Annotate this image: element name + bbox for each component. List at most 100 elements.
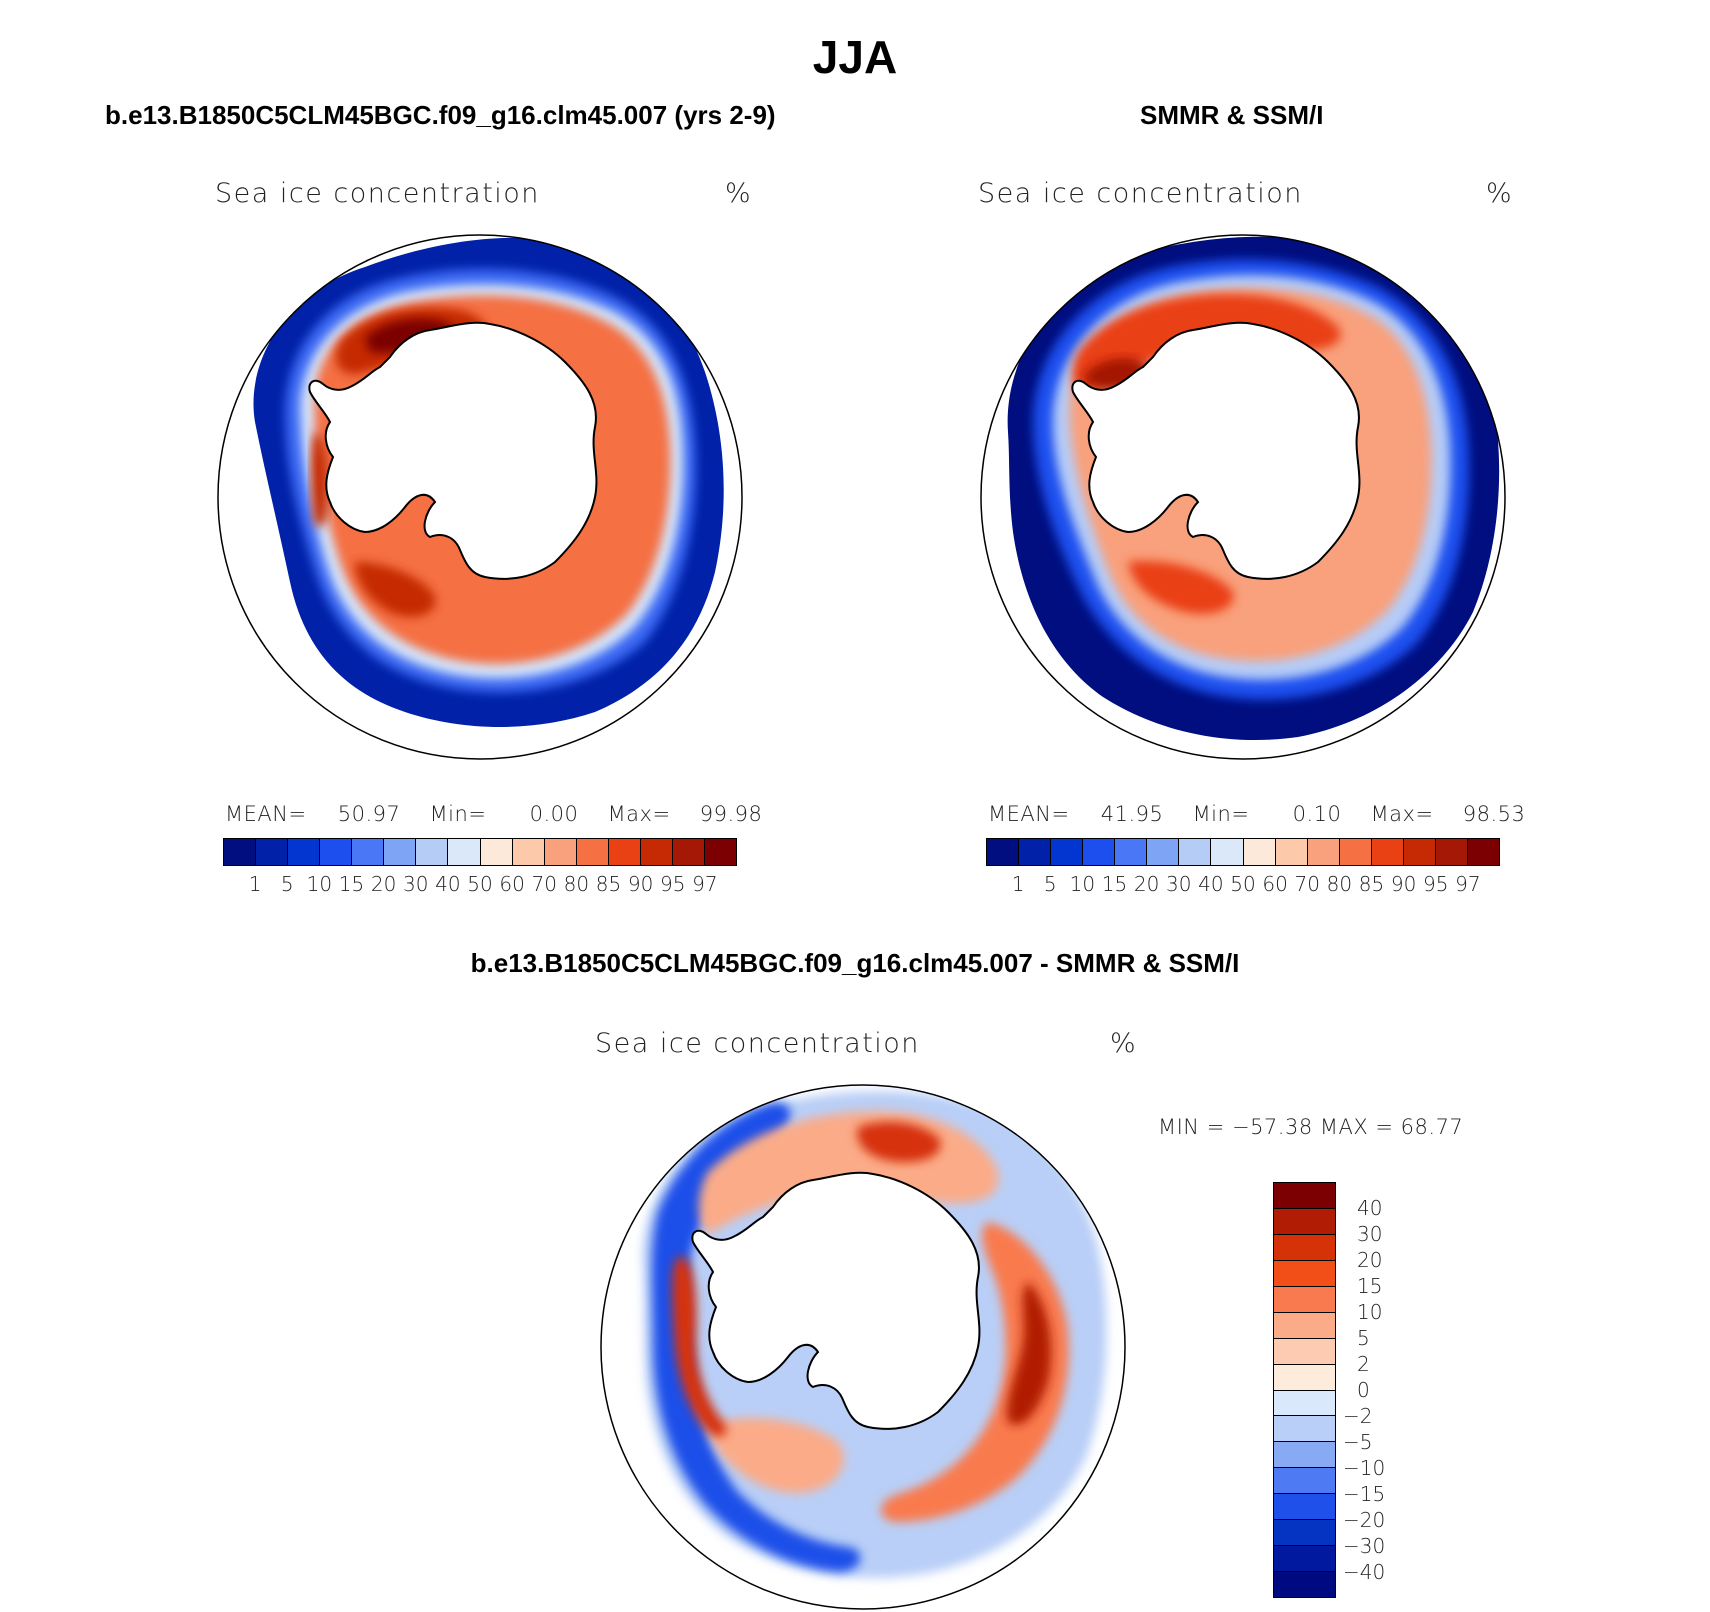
panel-2-colorbar-box: [1019, 839, 1052, 865]
panel-1-variable: Sea ice concentration: [215, 178, 540, 209]
panel-2-colorbar-tick-label: 15: [1101, 872, 1128, 896]
panel-1-colorbar-box: [256, 839, 289, 865]
panel-3-colorbar-box: [1274, 1520, 1335, 1547]
panel-2-max-value: 98.53: [1462, 802, 1526, 826]
panel-2-title: SMMR & SSM/I: [1140, 100, 1324, 130]
panel-3-colorbar-tick-label: −40: [1343, 1560, 1386, 1584]
panel-3-colorbar-box: [1274, 1183, 1335, 1209]
panel-2-colorbar-box: [987, 839, 1020, 865]
panel-1-colorbar-tick-label: 15: [338, 872, 365, 896]
panel-1-colorbar-tick-label: 20: [370, 872, 397, 896]
panel-3-colorbar-box: [1274, 1364, 1335, 1391]
panel-3-colorbar-box: [1274, 1494, 1335, 1521]
panel-3-colorbar-tick-label: 15: [1357, 1274, 1383, 1298]
panel-3-colorbar: [1273, 1182, 1336, 1598]
panel-2-colorbar-box: [1115, 839, 1148, 865]
panel-1-mean-value: 50.97: [337, 802, 401, 826]
panel-3-colorbar-tick-label: −15: [1343, 1482, 1386, 1506]
panel-2-colorbar-tick-label: 80: [1326, 872, 1353, 896]
panel-3-colorbar-box: [1274, 1286, 1335, 1313]
panel-1-colorbar-tick-label: 70: [531, 872, 557, 896]
panel-2-colorbar-box: [1403, 839, 1436, 865]
panel-3-colorbar-tick-label: 20: [1357, 1248, 1383, 1272]
panel-1-units: %: [725, 178, 751, 209]
panel-1-mean-label: MEAN=: [225, 802, 307, 826]
panel-1-max-value: 99.98: [699, 802, 763, 826]
panel-1-colorbar-box: [416, 839, 449, 865]
panel-2-colorbar-tick-label: 5: [1043, 872, 1057, 896]
panel-2-variable: Sea ice concentration: [978, 178, 1303, 209]
panel-3-colorbar-tick-label: −10: [1343, 1456, 1386, 1480]
panel-2-colorbar-tick-label: 97: [1455, 872, 1481, 896]
panel-3-colorbar-box: [1274, 1312, 1335, 1339]
panel-1-colorbar-tick-label: 50: [467, 872, 493, 896]
panel-2-colorbar-box: [1275, 839, 1308, 865]
panel-2-colorbar-box: [1339, 839, 1372, 865]
panel-1-title: b.e13.B1850C5CLM45BGC.f09_g16.clm45.007 …: [105, 100, 776, 130]
panel-2-colorbar-box: [1307, 839, 1340, 865]
panel-1-colorbar-tick-label: 80: [563, 872, 590, 896]
panel-3-colorbar-tick-label: 2: [1357, 1352, 1370, 1376]
panel-2-stats: MEAN= 41.95 Min= 0.10 Max= 98.53: [988, 802, 1525, 826]
panel-1-colorbar-box: [640, 839, 673, 865]
panel-1-colorbar-tick-label: 90: [627, 872, 654, 896]
panel-1-max-label: Max=: [607, 802, 671, 826]
panel-1-colorbar-box: [448, 839, 481, 865]
panel-2-colorbar-tick-label: 10: [1069, 872, 1096, 896]
panel-3-colorbar-box: [1274, 1546, 1335, 1573]
panel-2-colorbar-tick-label: 90: [1390, 872, 1417, 896]
panel-3-colorbar-box: [1274, 1442, 1335, 1469]
panel-1-colorbar-tick-label: 5: [280, 872, 294, 896]
panel-2-colorbar-tick-label: 60: [1262, 872, 1288, 896]
panel-3-colorbar-tick-label: 10: [1357, 1300, 1383, 1324]
panel-2-mean-label: MEAN=: [988, 802, 1070, 826]
panel-3-colorbar-box: [1274, 1260, 1335, 1287]
panel-2-colorbar-box: [1211, 839, 1244, 865]
panel-3-colorbar-tick-label: 30: [1357, 1222, 1383, 1246]
panel-1-colorbar-box: [384, 839, 417, 865]
panel-3-colorbar-tick-label: −2: [1343, 1404, 1373, 1428]
panel-3-colorbar-box: [1274, 1468, 1335, 1495]
panel-1-colorbar-box: [224, 839, 257, 865]
panel-3-colorbar-tick-label: 40: [1357, 1196, 1383, 1220]
panel-1-colorbar-tick-label: 60: [499, 872, 525, 896]
panel-3-colorbar-box: [1274, 1338, 1335, 1365]
panel-2-colorbar-tick-label: 50: [1230, 872, 1256, 896]
panel-3-colorbar-tick-label: 0: [1357, 1378, 1370, 1402]
panel-1-colorbar-tick-label: 1: [248, 872, 262, 896]
panel-1-colorbar-box: [352, 839, 385, 865]
panel-1-colorbar-tick-label: 10: [306, 872, 333, 896]
panel-2-units: %: [1486, 178, 1512, 209]
panel-2-colorbar-tick-label: 85: [1358, 872, 1385, 896]
panel-3-variable: Sea ice concentration: [595, 1028, 920, 1059]
panel-1-colorbar-tick-label: 97: [692, 872, 718, 896]
panel-2-colorbar-tick-label: 95: [1423, 872, 1449, 896]
panel-3-units: %: [1110, 1028, 1136, 1059]
panel-2-mean-value: 41.95: [1100, 802, 1164, 826]
panel-2-colorbar-tick-label: 1: [1011, 872, 1025, 896]
panel-3-minmax: MIN = −57.38 MAX = 68.77: [1158, 1115, 1464, 1139]
panel-1-colorbar-box: [480, 839, 513, 865]
panel-2-max-label: Max=: [1370, 802, 1434, 826]
panel-2-map: [980, 234, 1506, 760]
panel-2-colorbar-box: [1371, 839, 1404, 865]
panel-1-map: [217, 234, 743, 760]
panel-3-colorbar-tick-label: −20: [1343, 1508, 1386, 1532]
panel-2-min-value: 0.10: [1292, 802, 1342, 826]
panel-2-colorbar-box: [1467, 839, 1499, 865]
panel-2-colorbar-box: [1243, 839, 1276, 865]
panel-2-colorbar-box: [1051, 839, 1084, 865]
panel-2-colorbar-tick-label: 30: [1166, 872, 1192, 896]
figure-title: JJA: [812, 31, 898, 83]
panel-1-colorbar-box: [288, 839, 321, 865]
panel-2-colorbar-box: [1147, 839, 1180, 865]
panel-3-colorbar-box: [1274, 1390, 1335, 1417]
panel-3-colorbar-box: [1274, 1208, 1335, 1235]
panel-2-colorbar-tick-label: 70: [1294, 872, 1320, 896]
panel-1-min-label: Min=: [429, 802, 487, 826]
panel-1-colorbar-box: [320, 839, 353, 865]
panel-1-colorbar-box: [576, 839, 609, 865]
panel-3-colorbar-box: [1274, 1572, 1335, 1597]
panel-1-colorbar-box: [672, 839, 705, 865]
panel-1-colorbar-tick-label: 85: [595, 872, 622, 896]
